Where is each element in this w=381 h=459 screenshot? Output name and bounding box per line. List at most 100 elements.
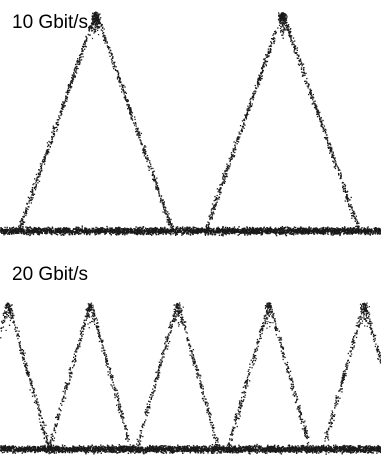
trace-dot-738 [63,102,66,104]
trace-dot-1182 [238,131,240,133]
trace-dot-581 [125,92,127,94]
trace-dot-3083 [225,233,227,236]
trace-dot-235 [50,142,53,144]
trace-dot-548 [135,123,137,125]
trace-dot-4932 [55,227,57,230]
trace-dot-647 [158,194,161,196]
trace-dot-1494 [220,183,222,186]
trace-dot-96 [105,39,107,41]
trace-dot-1475 [207,221,209,223]
trace-dot-4609 [17,229,19,232]
trace-dot-1763 [254,92,256,94]
trace-dot-4891 [278,229,280,231]
trace-dot-205 [84,48,86,50]
trace-dot-63 [168,213,170,215]
trace-dot-4229 [7,233,9,235]
trace-dot-4805 [341,228,343,231]
trace-dot-753 [123,90,125,92]
trace-dot-959 [93,32,95,34]
trace-dot-807 [62,101,64,103]
trace-dot-739 [130,107,132,109]
trace-dot-1647 [320,116,322,119]
trace-dot-3750 [83,230,85,233]
trace-dot-1344 [258,81,260,83]
trace-dot-4490 [50,232,52,234]
trace-dot-1572 [211,203,214,205]
trace-dot-3794 [264,230,266,232]
trace-dot-4754 [326,227,328,230]
trace-dot-22 [102,35,104,38]
trace-dot-2033 [281,14,283,16]
trace-dot-1881 [319,118,321,120]
trace-dot-892 [35,182,37,184]
trace-dot-4023 [151,228,153,230]
trace-dot-538 [67,87,69,89]
trace-dot-1510 [257,82,259,85]
trace-dot-48 [76,61,78,63]
trace-dot-4853 [252,229,255,232]
trace-dot-1054 [224,178,226,180]
trace-dot-1991 [282,32,284,34]
trace-dot-1615 [221,184,223,186]
trace-dot-4934 [189,231,192,233]
trace-dot-301 [87,33,89,36]
trace-dot-3193 [13,228,16,230]
trace-dot-3767 [99,233,101,235]
trace-dot-330 [106,41,108,43]
trace-dot-862 [106,45,108,47]
trace-dot-533 [155,184,157,186]
trace-dot-2985 [247,231,249,233]
trace-dot-1824 [265,61,267,63]
trace-dot-2045 [283,18,286,20]
trace-dot-3841 [246,231,248,233]
trace-dot-552 [40,165,43,167]
trace-dot-1087 [350,212,352,214]
trace-dot-1505 [352,213,355,215]
trace-dot-1179 [294,40,296,42]
trace-dot-403 [79,54,81,56]
trace-dot-875 [70,80,72,82]
trace-dot-1669 [274,32,277,34]
trace-dot-1436 [324,132,327,134]
trace-dot-280 [121,85,123,87]
trace-dot-341 [122,84,125,86]
trace-dot-4917 [75,231,77,233]
trace-dot-1228 [247,109,250,111]
trace-dot-463 [129,113,131,115]
trace-dot-1520 [318,115,320,118]
trace-dot-4408 [165,233,167,235]
trace-dot-965 [96,25,98,27]
trace-dot-2347 [344,227,346,229]
trace-dot-873 [170,218,172,221]
trace-dot-4510 [369,229,372,232]
trace-dot-1663 [235,140,238,142]
trace-dot-1014 [95,30,97,32]
trace-dot-3298 [343,232,346,234]
trace-dot-4223 [275,228,277,231]
trace-dot-1753 [326,138,328,141]
trace-dot-4827 [191,230,193,232]
trace-dot-3637 [125,228,127,230]
trace-dot-76 [72,80,74,82]
trace-dot-369 [107,46,109,48]
trace-dot-1389 [245,116,247,118]
trace-dot-4017 [246,232,248,235]
trace-dot-1447 [320,120,322,123]
trace-dot-671 [70,82,72,84]
trace-dot-3741 [94,234,96,236]
trace-dot-645 [33,183,35,185]
trace-dot-3605 [38,234,40,236]
trace-dot-1609 [309,91,311,94]
trace-dot-4395 [315,227,317,229]
trace-dot-4185 [62,231,65,233]
trace-dot-528 [139,139,141,141]
trace-dot-4939 [47,226,49,228]
trace-dot-232 [19,227,22,229]
trace-dot-4221 [122,228,125,230]
trace-dot-721 [160,199,162,202]
trace-dot-1125 [253,93,256,95]
trace-dot-1779 [347,198,349,200]
trace-dot-1120 [318,114,320,117]
trace-dot-1568 [290,39,293,41]
trace-dot-2250 [104,233,106,235]
